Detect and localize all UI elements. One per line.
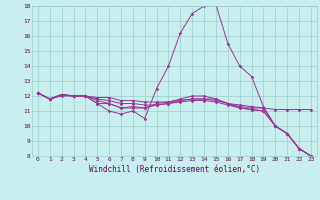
X-axis label: Windchill (Refroidissement éolien,°C): Windchill (Refroidissement éolien,°C) xyxy=(89,165,260,174)
